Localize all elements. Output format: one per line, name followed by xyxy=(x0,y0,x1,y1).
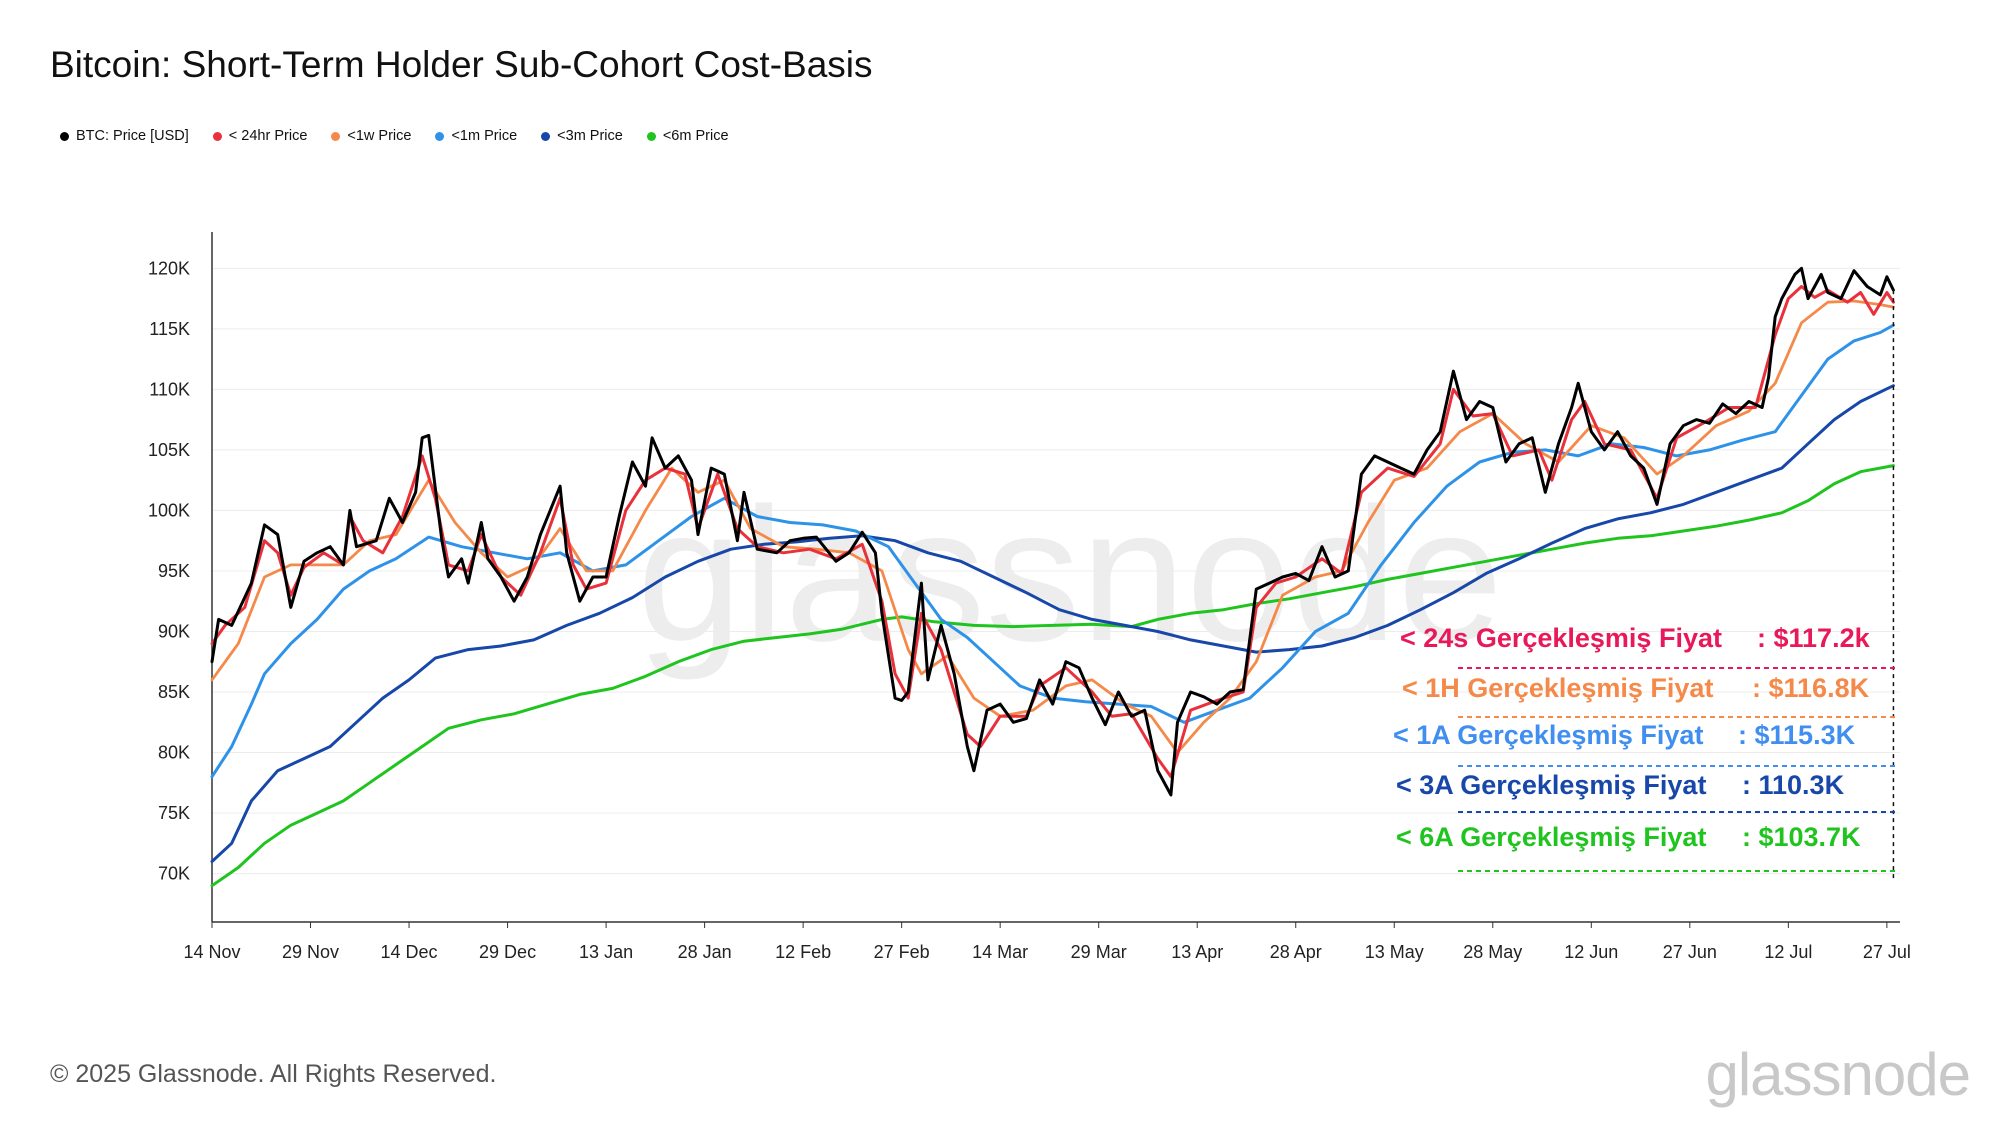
legend-dot-3m xyxy=(541,131,551,141)
legend-label-6m: <6m Price xyxy=(662,128,729,144)
legend-dot-6m xyxy=(646,131,656,141)
legend-label-3m: <3m Price xyxy=(557,128,623,144)
legend-item-3m[interactable]: <3m Price xyxy=(541,128,623,144)
legend-dot-btc xyxy=(60,131,69,141)
x-tick-label: 14 Dec xyxy=(381,942,438,962)
brand-logo: glassnode xyxy=(1705,1041,1971,1108)
legend-label-1w: <1w Price xyxy=(347,128,412,144)
x-tick-label: 12 Feb xyxy=(775,942,831,962)
x-tick-label: 12 Jun xyxy=(1564,942,1618,962)
x-tick-label: 12 Jul xyxy=(1764,942,1812,962)
y-axis: 70K 75K 80K 85K 90K 95K 100K 105K 110K 115K 120K xyxy=(148,232,213,922)
y-tick-label: 105K xyxy=(148,440,190,460)
x-tick-label: 28 Apr xyxy=(1270,942,1322,962)
x-axis: 14 Nov 29 Nov 14 Dec 29 Dec 13 Jan 28 Jan 12 F… xyxy=(183,921,1911,962)
x-tick-label: 27 Jul xyxy=(1863,942,1911,962)
legend-item-24hr[interactable]: < 24hr Price xyxy=(212,128,308,144)
chart-title: Bitcoin: Short-Term Holder Sub-Cohort Co… xyxy=(50,44,873,85)
x-tick-label: 13 May xyxy=(1365,942,1424,962)
x-tick-label: 29 Nov xyxy=(282,942,339,962)
x-tick-label: 28 Jan xyxy=(678,942,732,962)
x-tick-label: 27 Jun xyxy=(1663,942,1717,962)
y-tick-label: 75K xyxy=(158,803,190,823)
legend-label-btc: BTC: Price [USD] xyxy=(76,128,189,144)
x-tick-label: 13 Jan xyxy=(579,942,633,962)
y-tick-label: 110K xyxy=(149,379,190,399)
annotation-label-m6: < 6A Gerçekleşmiş Fiyat xyxy=(1396,822,1706,852)
y-tick-label: 120K xyxy=(148,258,190,278)
legend-dot-1m xyxy=(435,131,445,141)
y-tick-label: 100K xyxy=(148,500,190,520)
legend-dot-24hr xyxy=(212,131,222,141)
annotation-value-m1: : $115.3K xyxy=(1738,720,1856,750)
x-tick-label: 14 Mar xyxy=(972,942,1028,962)
y-tick-label: 90K xyxy=(158,621,190,641)
legend-label-1m: <1m Price xyxy=(451,128,518,144)
legend-dot-1w xyxy=(331,131,341,141)
x-tick-label: 28 May xyxy=(1463,942,1522,962)
y-tick-label: 85K xyxy=(158,682,190,702)
annotation-label-w1: < 1H Gerçekleşmiş Fiyat xyxy=(1402,673,1713,703)
chart-legend: BTC: Price [USD] < 24hr Price <1w Price … xyxy=(60,128,729,144)
y-tick-label: 115K xyxy=(149,319,190,339)
x-tick-label: 29 Mar xyxy=(1071,942,1127,962)
copyright-footer: © 2025 Glassnode. All Rights Reserved. xyxy=(50,1060,497,1088)
series-line-btc xyxy=(210,266,1895,797)
y-tick-label: 70K xyxy=(158,864,190,884)
y-tick-label: 80K xyxy=(158,743,190,763)
annotation-label-h24: < 24s Gerçekleşmiş Fiyat xyxy=(1400,623,1722,653)
x-tick-label: 14 Nov xyxy=(183,942,240,962)
legend-item-1m[interactable]: <1m Price xyxy=(435,128,517,144)
series-lines xyxy=(210,266,1895,888)
x-tick-label: 27 Feb xyxy=(874,942,930,962)
annotation-value-h24: : $117.2k xyxy=(1757,623,1871,653)
x-tick-label: 13 Apr xyxy=(1171,942,1223,962)
annotation-value-m3: : 110.3K xyxy=(1742,770,1845,800)
legend-item-btc[interactable]: BTC: Price [USD] xyxy=(60,128,189,144)
annotation-label-m3: < 3A Gerçekleşmiş Fiyat xyxy=(1396,770,1706,800)
y-tick-label: 95K xyxy=(158,561,190,581)
series-line-w1 xyxy=(210,299,1895,754)
series-line-m6 xyxy=(210,464,1895,888)
annotation-value-m6: : $103.7K xyxy=(1742,822,1861,852)
x-tick-label: 29 Dec xyxy=(479,942,536,962)
series-line-m3 xyxy=(210,384,1895,863)
legend-label-24hr: < 24hr Price xyxy=(228,128,308,144)
annotation-label-m1: < 1A Gerçekleşmiş Fiyat xyxy=(1393,720,1703,750)
annotation-value-w1: : $116.8K xyxy=(1752,673,1870,703)
legend-item-6m[interactable]: <6m Price xyxy=(646,128,729,144)
legend-item-1w[interactable]: <1w Price xyxy=(331,128,411,144)
annotations: < 24s Gerçekleşmiş Fiyat : $117.2k < 1H Ge… xyxy=(1393,623,1898,872)
